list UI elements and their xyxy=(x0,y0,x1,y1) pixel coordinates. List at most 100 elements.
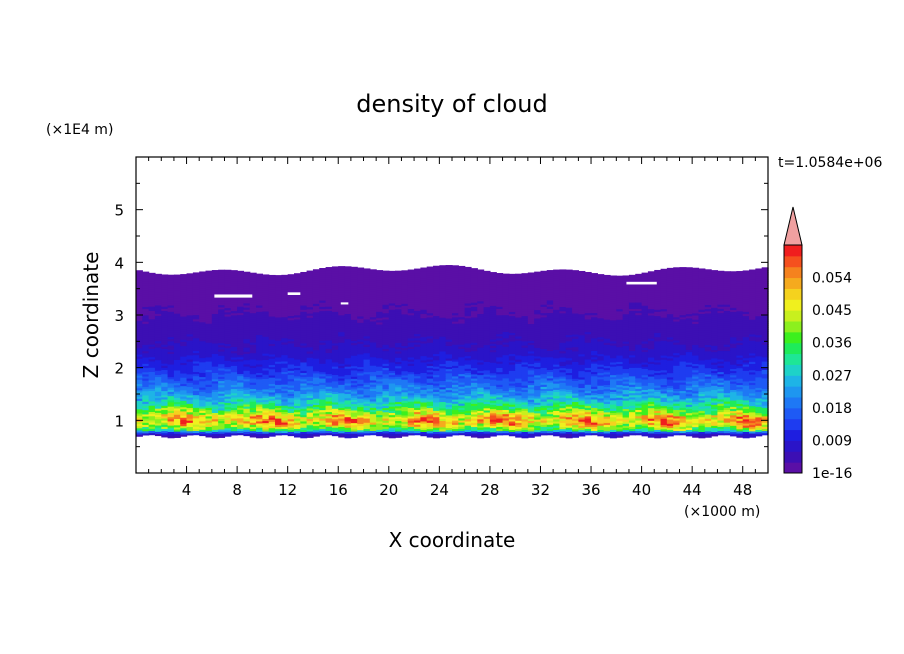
heatmap-cell xyxy=(136,311,143,315)
heatmap-cell xyxy=(237,280,245,284)
heatmap-cell xyxy=(218,401,226,405)
heatmap-cell xyxy=(502,282,510,286)
heatmap-cell xyxy=(331,296,339,300)
heatmap-cell xyxy=(294,417,301,421)
heatmap-cell xyxy=(268,360,276,363)
heatmap-cell xyxy=(230,314,238,318)
heatmap-cell xyxy=(433,368,440,371)
heatmap-cell xyxy=(458,272,466,276)
heatmap-cell xyxy=(414,417,421,421)
heatmap-cell xyxy=(433,418,440,422)
heatmap-cell xyxy=(224,290,232,294)
heatmap-cell xyxy=(180,425,188,429)
heatmap-cell xyxy=(300,408,308,411)
heatmap-cell xyxy=(136,337,143,340)
heatmap-cell xyxy=(338,373,346,377)
heatmap-cell xyxy=(268,377,276,380)
heatmap-cell xyxy=(445,398,453,401)
heatmap-cell xyxy=(464,328,472,331)
heatmap-cell xyxy=(256,380,263,384)
heatmap-cell xyxy=(262,323,270,327)
heatmap-cell xyxy=(287,311,295,314)
heatmap-cell xyxy=(401,391,409,395)
heatmap-cell xyxy=(357,269,365,273)
heatmap-cell xyxy=(275,333,282,337)
heatmap-cell xyxy=(205,361,213,364)
heatmap-cell xyxy=(376,357,384,361)
heatmap-cell xyxy=(376,395,384,399)
heatmap-cell xyxy=(489,404,497,408)
heatmap-cell xyxy=(382,342,390,345)
heatmap-cell xyxy=(306,393,314,396)
heatmap-cell xyxy=(230,285,238,288)
heatmap-cell xyxy=(338,270,346,274)
heatmap-cell xyxy=(306,388,314,392)
heatmap-cell xyxy=(173,386,181,390)
heatmap-cell xyxy=(287,431,295,435)
heatmap-cell xyxy=(508,338,516,342)
heatmap-cell xyxy=(464,273,472,277)
heatmap-cell xyxy=(180,353,188,357)
heatmap-cell xyxy=(350,393,358,396)
heatmap-cell xyxy=(275,291,282,295)
heatmap-cell xyxy=(148,299,156,303)
heatmap-cell xyxy=(211,313,219,317)
heatmap-cell xyxy=(382,321,390,324)
heatmap-cell xyxy=(211,342,219,346)
heatmap-cell xyxy=(294,340,301,343)
heatmap-cell xyxy=(395,329,403,333)
heatmap-cell xyxy=(458,333,466,337)
heatmap-cell xyxy=(186,373,194,377)
heatmap-cell xyxy=(458,280,466,284)
heatmap-cell xyxy=(426,335,434,339)
heatmap-cell xyxy=(300,277,308,281)
heatmap-cell xyxy=(376,359,384,363)
heatmap-cell xyxy=(502,348,510,351)
heatmap-cell xyxy=(287,418,295,422)
heatmap-cell xyxy=(281,299,289,303)
heatmap-cell xyxy=(256,368,263,371)
heatmap-cell xyxy=(136,425,143,429)
heatmap-cell xyxy=(414,312,421,316)
heatmap-cell xyxy=(426,304,434,307)
heatmap-cell xyxy=(344,296,352,300)
heatmap-cell xyxy=(445,343,453,346)
heatmap-cell xyxy=(186,411,194,415)
heatmap-cell xyxy=(357,395,365,399)
heatmap-cell xyxy=(338,407,346,411)
heatmap-cell xyxy=(527,302,535,306)
heatmap-cell xyxy=(363,369,371,373)
heatmap-cell xyxy=(199,391,207,394)
heatmap-cell xyxy=(230,371,238,375)
heatmap-cell xyxy=(521,363,529,367)
heatmap-cell xyxy=(426,331,434,335)
heatmap-cell xyxy=(464,302,472,306)
heatmap-cell xyxy=(502,398,510,402)
heatmap-cell xyxy=(338,434,346,438)
heatmap-cell xyxy=(452,384,459,387)
heatmap-cell xyxy=(414,335,421,339)
heatmap-cell xyxy=(275,363,282,366)
heatmap-cell xyxy=(470,396,478,400)
heatmap-cell xyxy=(489,357,497,361)
heatmap-cell xyxy=(363,281,371,284)
heatmap-cell xyxy=(470,302,478,305)
heatmap-cell xyxy=(515,373,523,377)
heatmap-cell xyxy=(243,342,251,346)
heatmap-cell xyxy=(281,327,289,330)
heatmap-cell xyxy=(243,332,251,335)
heatmap-cell xyxy=(161,407,169,411)
heatmap-cell xyxy=(464,271,472,275)
heatmap-cell xyxy=(136,417,143,420)
heatmap-cell xyxy=(382,375,390,379)
heatmap-cell xyxy=(369,375,377,379)
heatmap-cell xyxy=(243,334,251,338)
heatmap-cell xyxy=(294,333,301,337)
heatmap-cell xyxy=(388,321,396,325)
heatmap-cell xyxy=(369,403,377,406)
heatmap-cell xyxy=(458,265,466,267)
heatmap-cell xyxy=(376,376,384,380)
heatmap-cell xyxy=(458,377,466,381)
heatmap-cell xyxy=(312,343,320,347)
heatmap-cell xyxy=(445,322,453,325)
